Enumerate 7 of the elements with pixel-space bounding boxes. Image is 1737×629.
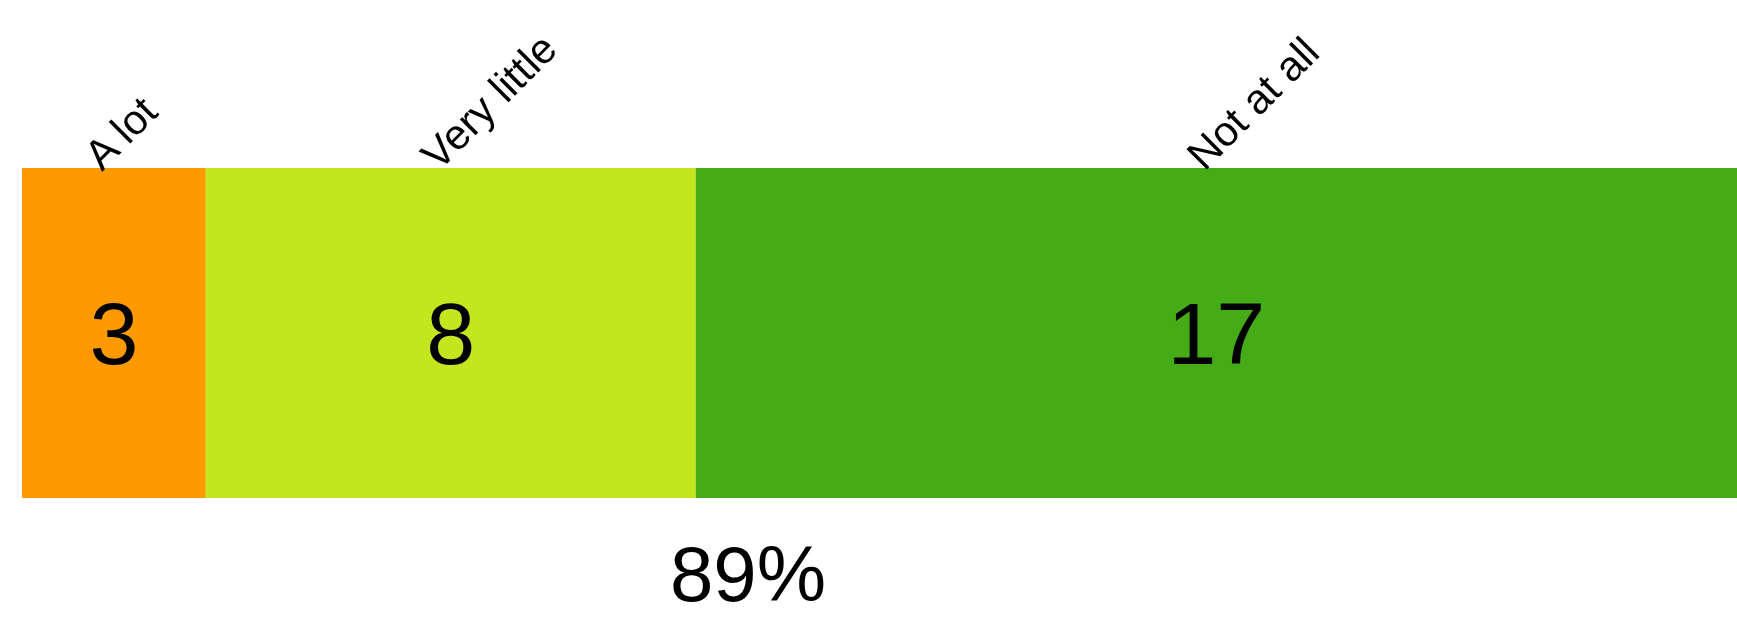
- text: A lot: [75, 87, 167, 179]
- data-label: 3: [89, 284, 139, 384]
- text: 89%: [668, 529, 828, 620]
- text: Not at all: [1177, 27, 1328, 179]
- data-label: 8: [426, 284, 476, 384]
- data-label: 17: [1167, 284, 1266, 384]
- text: Very little: [411, 24, 566, 179]
